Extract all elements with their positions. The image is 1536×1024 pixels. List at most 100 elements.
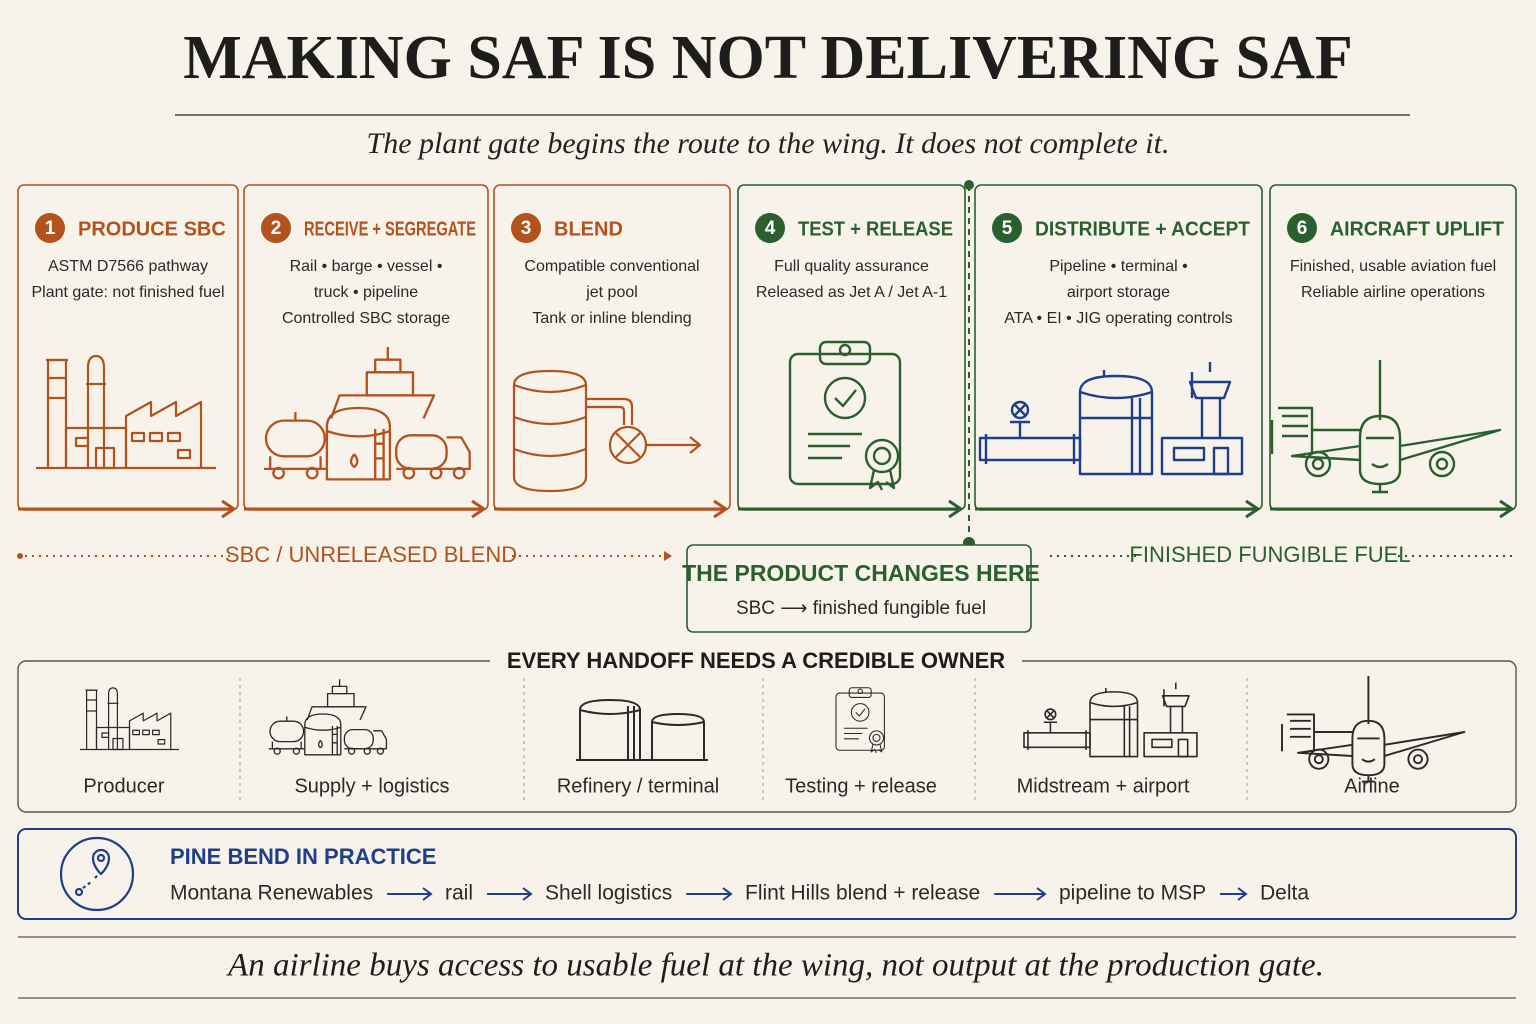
step-line: Full quality assurance	[774, 258, 929, 275]
icon-part	[142, 729, 150, 736]
step-title: PRODUCE SBC	[78, 218, 226, 240]
route-arrowhead	[722, 887, 733, 901]
icon-part	[151, 729, 160, 736]
step-line: Compatible conventional	[524, 258, 699, 275]
icon-part	[835, 687, 885, 754]
icon-part	[452, 466, 466, 480]
step-line: Rail • barge • vessel •	[290, 258, 443, 275]
icon-part	[1188, 372, 1232, 400]
divider-dot	[964, 180, 974, 190]
owner-icon	[835, 687, 885, 754]
icon-part	[1043, 721, 1058, 733]
step-line: truck • pipeline	[314, 284, 418, 301]
icon-part	[36, 354, 216, 470]
owner-icon	[268, 679, 388, 756]
step-icon	[1270, 360, 1502, 494]
icon-part	[107, 687, 119, 750]
route-step: pipeline to MSP	[1059, 882, 1206, 905]
icon-part	[1308, 748, 1330, 770]
icon-part	[268, 679, 388, 756]
icon-part	[1372, 484, 1388, 494]
icon-part	[1435, 457, 1449, 471]
icon-part	[1169, 706, 1184, 733]
icon-part	[363, 747, 371, 755]
step-arrowhead	[1499, 499, 1515, 519]
icon-part	[978, 362, 1244, 476]
icon-part	[834, 389, 857, 408]
icon-part	[304, 713, 342, 756]
phase-dot	[17, 553, 23, 559]
change-title: THE PRODUCT CHANGES HERE	[682, 560, 1040, 586]
icon-part	[1010, 400, 1030, 420]
icon-part	[1160, 436, 1244, 476]
icon-part	[74, 436, 90, 448]
change-text: SBC ⟶ finished fungible fuel	[736, 598, 986, 619]
owner-icon	[1023, 682, 1198, 758]
step-title: BLEND	[554, 218, 623, 240]
step-line: Released as Jet A / Jet A-1	[756, 284, 947, 301]
step-arrowhead	[1245, 499, 1261, 519]
icon-part	[376, 747, 385, 755]
icon-part	[272, 466, 286, 480]
icon-part	[1172, 446, 1206, 462]
step-number: 3	[521, 218, 532, 239]
icon-part	[823, 376, 867, 420]
icon-part	[1304, 450, 1332, 478]
step-badge	[992, 213, 1022, 243]
icon-part	[273, 747, 281, 755]
icon-part	[1212, 446, 1230, 476]
step-number: 2	[271, 218, 282, 239]
icon-part	[166, 431, 182, 443]
step-line: ASTM D7566 pathway	[48, 258, 208, 275]
footer: An airline buys access to usable fuel at…	[226, 948, 1324, 984]
icon-part	[1281, 676, 1466, 783]
step-title: AIRCRAFT UPLIFT	[1330, 218, 1504, 240]
icon-part	[868, 469, 896, 491]
icon-part	[1078, 374, 1154, 476]
phase-right: FINISHED FUNGIBLE FUEL	[1129, 542, 1410, 567]
step-icon	[263, 347, 471, 481]
step-line: Finished, usable aviation fuel	[1290, 258, 1496, 275]
icon-part	[86, 354, 106, 468]
example-title: PINE BEND IN PRACTICE	[170, 844, 436, 869]
change-box	[686, 544, 1032, 633]
icon-part	[872, 733, 881, 742]
route-arrowhead	[1237, 887, 1248, 901]
icon-part	[396, 436, 471, 471]
step-title: TEST + RELEASE	[798, 218, 953, 240]
step-badge	[261, 213, 291, 243]
icon-part	[80, 687, 180, 751]
step-arrowhead	[713, 499, 729, 519]
step-line: Plant gate: not finished fuel	[31, 284, 224, 301]
icon-part	[513, 415, 587, 426]
route-step: Montana Renewables	[170, 882, 373, 905]
icon-part	[843, 727, 868, 740]
icon-part	[513, 447, 587, 458]
icon-part	[374, 358, 402, 374]
step-arrowhead	[948, 499, 964, 519]
icon-part	[1311, 457, 1325, 471]
route-arrowhead	[1036, 887, 1047, 901]
icon-part	[615, 432, 641, 458]
subtitle: The plant gate begins the route to the w…	[367, 127, 1170, 160]
icon-part	[1297, 731, 1466, 757]
step-badge	[511, 213, 541, 243]
icon-part	[788, 340, 902, 491]
icon-part	[305, 466, 319, 480]
route-step: rail	[445, 882, 473, 905]
icon-part	[872, 446, 892, 466]
route-step: Flint Hills blend + release	[745, 882, 980, 905]
icon-part	[1200, 398, 1222, 438]
icon-part	[1143, 732, 1198, 758]
step-arrowhead	[471, 499, 487, 519]
step-badge	[1287, 213, 1317, 243]
icon-part	[512, 369, 588, 493]
step-line: Pipeline • terminal •	[1049, 258, 1187, 275]
icon-part	[344, 730, 388, 750]
step-badge	[35, 213, 65, 243]
icon-part	[808, 432, 862, 460]
icon-part	[331, 726, 338, 755]
icon-part	[512, 369, 702, 493]
icon-part	[1413, 754, 1423, 765]
